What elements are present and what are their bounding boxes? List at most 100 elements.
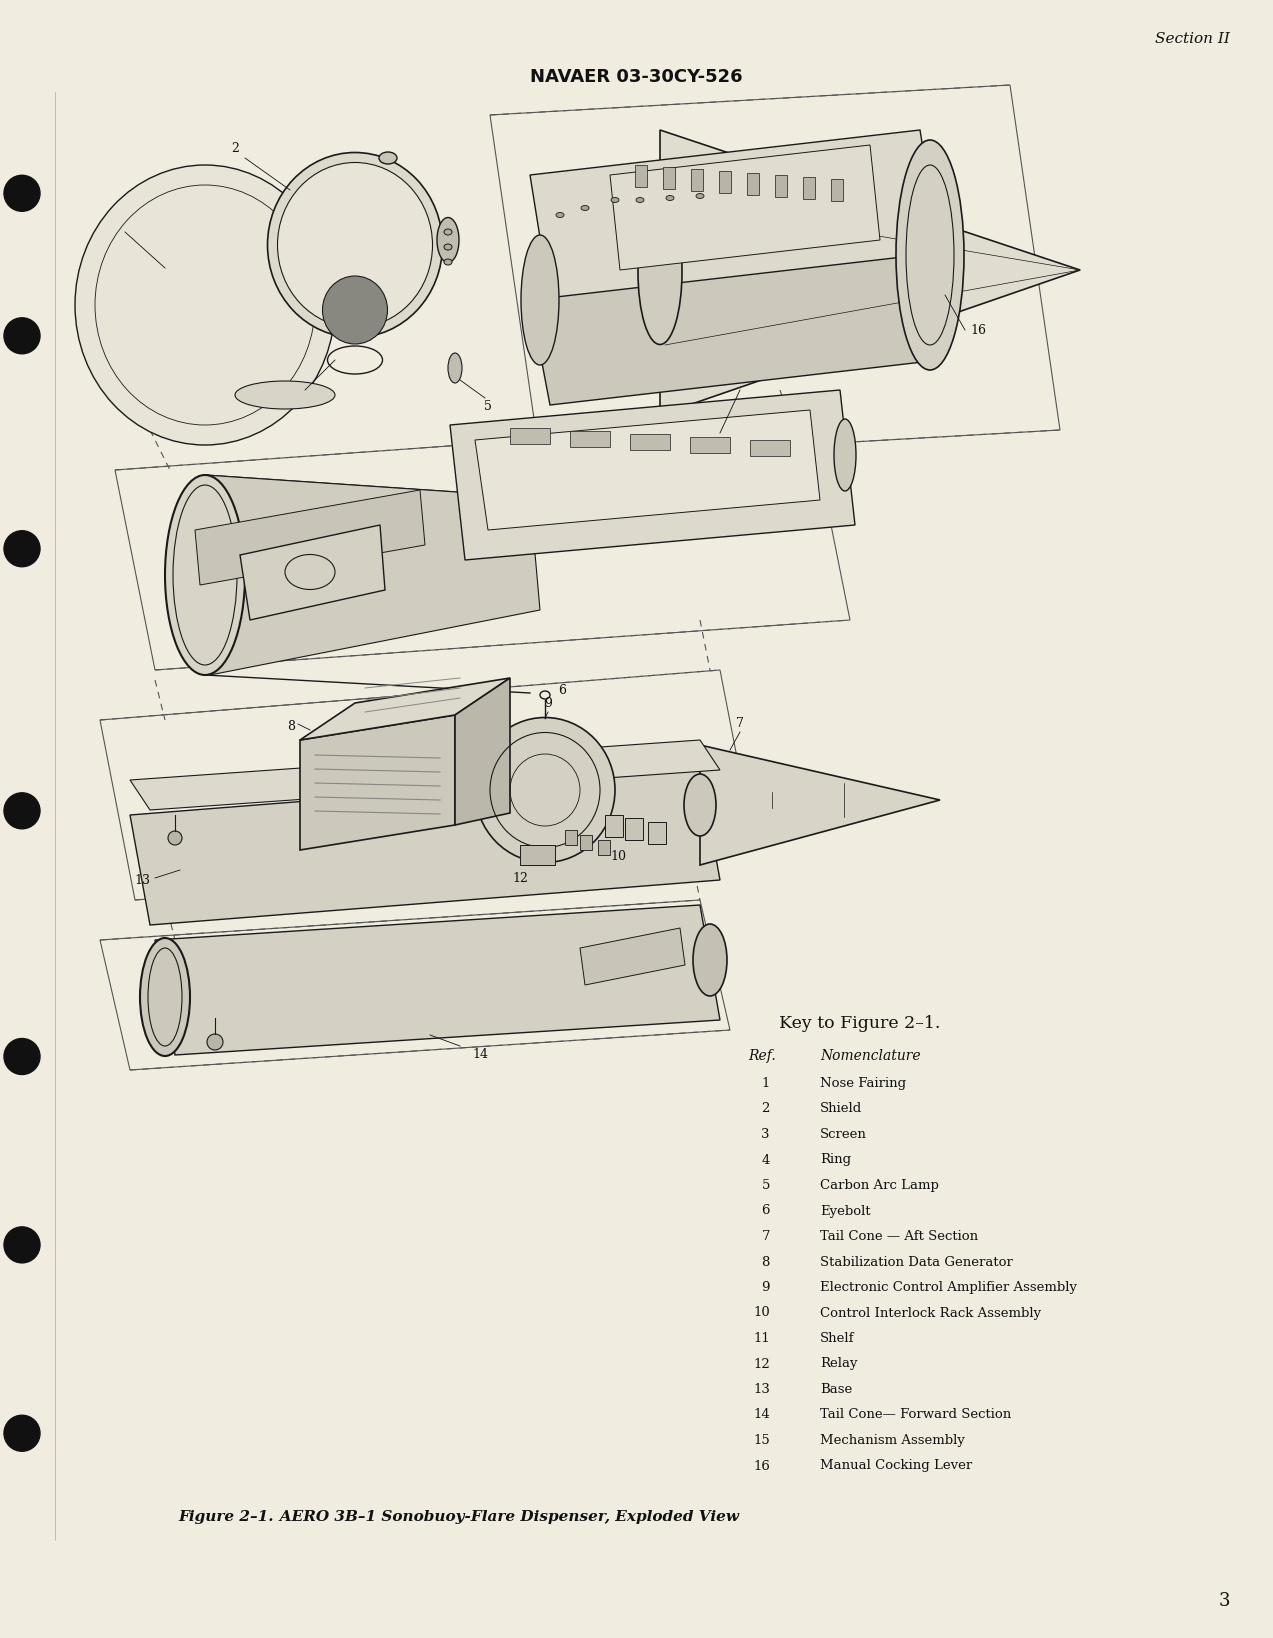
Ellipse shape (437, 218, 460, 262)
Text: Stabilization Data Generator: Stabilization Data Generator (820, 1255, 1013, 1268)
Text: 2: 2 (761, 1102, 770, 1115)
Text: 10: 10 (610, 850, 626, 863)
Text: 4: 4 (286, 365, 295, 378)
Circle shape (4, 1415, 39, 1451)
Bar (747, 174, 759, 195)
Bar (775, 175, 787, 197)
Bar (598, 840, 610, 855)
Polygon shape (490, 85, 1060, 460)
Text: 12: 12 (512, 871, 528, 885)
Text: Tail Cone — Aft Section: Tail Cone — Aft Section (820, 1230, 978, 1243)
Ellipse shape (556, 213, 564, 218)
Bar (630, 434, 670, 450)
Polygon shape (610, 146, 880, 270)
Polygon shape (115, 419, 850, 670)
Ellipse shape (448, 354, 462, 383)
Text: 1: 1 (761, 1078, 770, 1089)
Ellipse shape (207, 1034, 223, 1050)
Bar (625, 817, 643, 840)
Text: 7: 7 (736, 717, 743, 731)
Bar (691, 169, 703, 192)
Text: 2: 2 (232, 143, 239, 156)
Bar (580, 835, 592, 850)
Bar (635, 165, 647, 187)
Bar (648, 822, 666, 844)
Text: Base: Base (820, 1382, 852, 1396)
Text: Nomenclature: Nomenclature (820, 1048, 920, 1063)
Text: 15: 15 (712, 436, 728, 449)
Bar (510, 428, 550, 444)
Text: Relay: Relay (820, 1358, 858, 1371)
Text: Control Interlock Rack Assembly: Control Interlock Rack Assembly (820, 1307, 1041, 1320)
Polygon shape (580, 929, 685, 984)
Text: 13: 13 (134, 873, 150, 886)
Polygon shape (300, 678, 510, 740)
Ellipse shape (896, 139, 964, 370)
Text: 8: 8 (286, 721, 295, 732)
Text: Ring: Ring (820, 1153, 852, 1166)
Text: 5: 5 (761, 1179, 770, 1192)
Polygon shape (101, 670, 755, 899)
Text: Manual Cocking Lever: Manual Cocking Lever (820, 1459, 973, 1473)
Text: Tail Cone— Forward Section: Tail Cone— Forward Section (820, 1409, 1011, 1422)
Bar (519, 845, 555, 865)
Text: Ref.: Ref. (749, 1048, 775, 1063)
Text: Section II: Section II (1155, 33, 1230, 46)
Text: Carbon Arc Lamp: Carbon Arc Lamp (820, 1179, 939, 1192)
Text: Shelf: Shelf (820, 1332, 854, 1345)
Text: Mechanism Assembly: Mechanism Assembly (820, 1433, 965, 1446)
Ellipse shape (322, 275, 387, 344)
Circle shape (4, 531, 39, 567)
Polygon shape (454, 678, 510, 826)
Polygon shape (700, 745, 939, 865)
Text: Figure 2–1.: Figure 2–1. (178, 1510, 274, 1523)
Text: NAVAER 03-30CY-526: NAVAER 03-30CY-526 (530, 69, 742, 87)
Polygon shape (530, 129, 939, 300)
Text: Shield: Shield (820, 1102, 862, 1115)
Bar (803, 177, 815, 198)
Text: 6: 6 (558, 683, 566, 696)
Text: 16: 16 (970, 323, 987, 336)
Text: 3: 3 (1218, 1592, 1230, 1610)
Ellipse shape (638, 200, 682, 344)
Polygon shape (241, 526, 384, 621)
Ellipse shape (636, 198, 644, 203)
Ellipse shape (75, 165, 335, 446)
Text: Key to Figure 2–1.: Key to Figure 2–1. (779, 1016, 941, 1032)
Ellipse shape (693, 924, 727, 996)
Polygon shape (530, 256, 939, 405)
Bar (690, 437, 729, 454)
Ellipse shape (236, 382, 335, 410)
Text: 9: 9 (761, 1281, 770, 1294)
Text: 14: 14 (754, 1409, 770, 1422)
Text: 1: 1 (115, 223, 123, 236)
Ellipse shape (684, 775, 715, 835)
Bar (750, 441, 791, 455)
Ellipse shape (140, 939, 190, 1057)
Text: 8: 8 (761, 1255, 770, 1268)
Polygon shape (205, 475, 540, 675)
Text: 13: 13 (754, 1382, 770, 1396)
Ellipse shape (168, 830, 182, 845)
Ellipse shape (611, 198, 619, 203)
Polygon shape (659, 129, 1080, 414)
Text: 3: 3 (761, 1129, 770, 1142)
Bar (831, 179, 843, 201)
Bar (570, 431, 610, 447)
Circle shape (4, 175, 39, 211)
Ellipse shape (379, 152, 397, 164)
Polygon shape (449, 390, 855, 560)
Text: 14: 14 (472, 1048, 488, 1061)
Ellipse shape (834, 419, 855, 491)
Text: 5: 5 (484, 400, 491, 413)
Ellipse shape (165, 475, 244, 675)
Text: Screen: Screen (820, 1129, 867, 1142)
Polygon shape (130, 770, 721, 925)
Polygon shape (101, 899, 729, 1070)
Text: 11: 11 (538, 855, 555, 868)
Text: 9: 9 (544, 698, 552, 709)
Text: Nose Fairing: Nose Fairing (820, 1078, 906, 1089)
Circle shape (4, 1227, 39, 1263)
Text: 10: 10 (754, 1307, 770, 1320)
Bar (605, 816, 622, 837)
